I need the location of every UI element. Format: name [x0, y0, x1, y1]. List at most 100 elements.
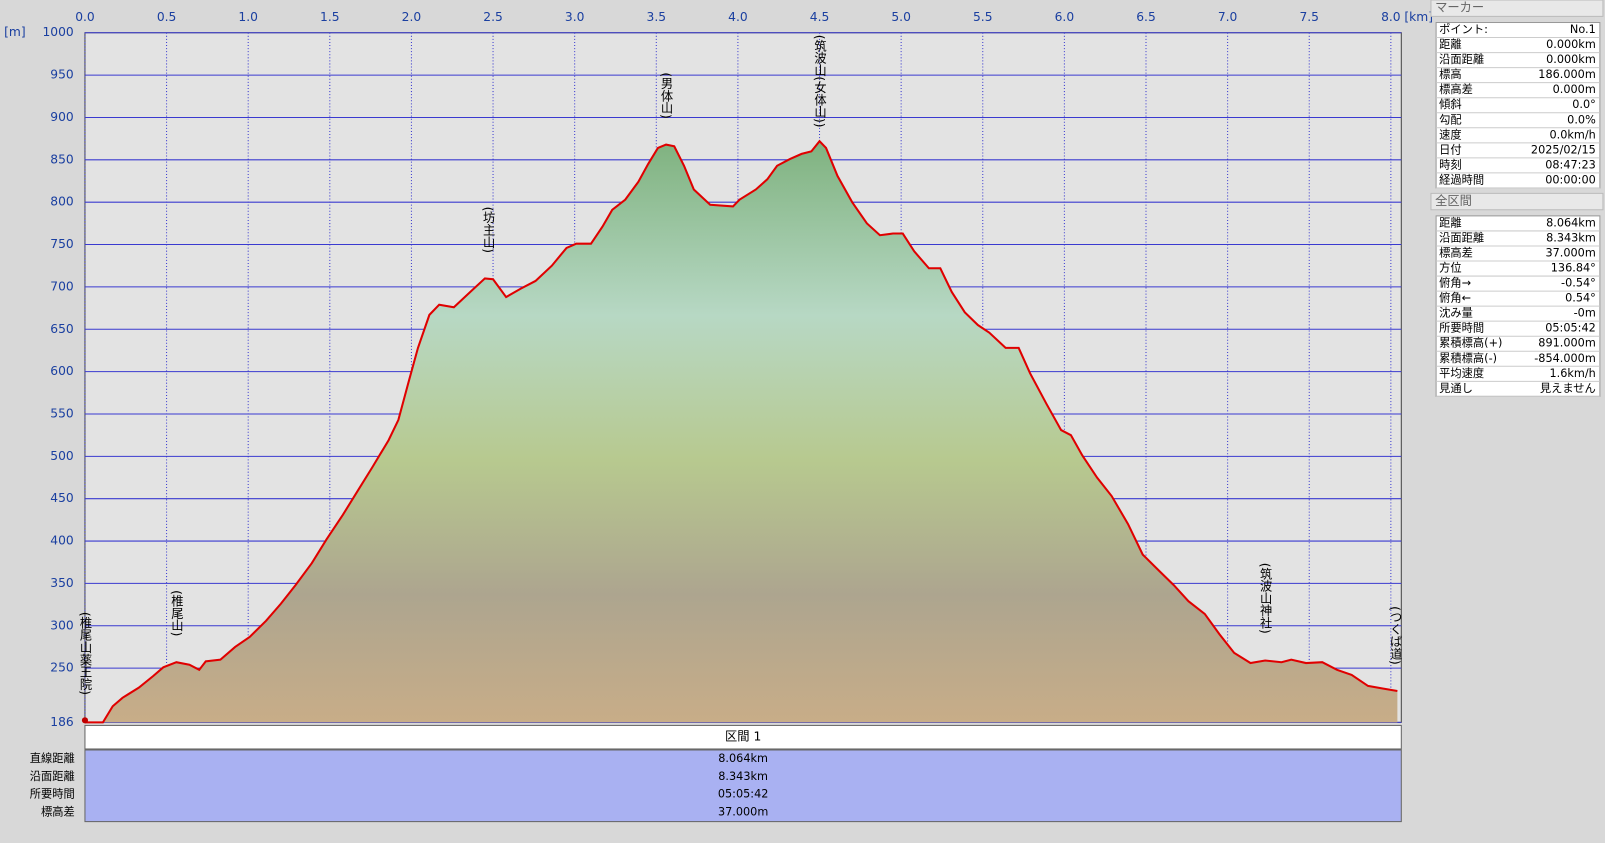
- y-tick-label: 750: [50, 237, 73, 251]
- row-value: 8.343km: [1546, 231, 1596, 244]
- row-key: 速度: [1439, 127, 1462, 141]
- x-tick-label: 5.5: [973, 10, 993, 24]
- y-axis-unit: [m]: [4, 25, 26, 39]
- row-value: 0.0%: [1567, 113, 1596, 126]
- x-tick-label: 0.5: [157, 10, 177, 24]
- waypoint-label: (坊主山): [481, 207, 495, 253]
- y-tick-label: 800: [50, 195, 73, 209]
- waypoint-label: (男体山): [659, 72, 673, 118]
- y-tick-label: 400: [50, 534, 73, 548]
- row-value: 05:05:42: [1545, 322, 1596, 335]
- x-tick-label: 7.5: [1299, 10, 1319, 24]
- x-tick-label: 8.0: [1381, 10, 1401, 24]
- row-value: 891.000m: [1538, 337, 1595, 350]
- y-tick-label: 600: [50, 364, 73, 378]
- x-tick-label: 2.5: [483, 10, 503, 24]
- row-value: 0.0°: [1572, 98, 1596, 111]
- panel-header: [1430, 192, 1604, 211]
- row-key: 見通し: [1439, 382, 1473, 395]
- row-value: -854.000m: [1534, 352, 1596, 365]
- row-value: 37.000m: [1545, 246, 1595, 259]
- row-value: 1.6km/h: [1549, 367, 1595, 380]
- row-value: 0.000m: [1553, 83, 1596, 96]
- section-row-label: 沿面距離: [30, 769, 75, 783]
- x-tick-label: 5.0: [891, 10, 911, 24]
- row-key: 標高差: [1439, 245, 1473, 259]
- row-key: 所要時間: [1439, 322, 1484, 335]
- row-key: 標高: [1439, 67, 1462, 81]
- y-tick-label: 350: [50, 576, 73, 590]
- row-key: 距離: [1439, 215, 1462, 229]
- row-key: 時刻: [1439, 157, 1462, 171]
- waypoint-label: (椎尾山薬王院): [78, 612, 92, 695]
- row-value: 0.000km: [1546, 53, 1596, 66]
- section-row-label: 直線距離: [30, 751, 75, 765]
- row-value: 186.000m: [1538, 68, 1595, 81]
- waypoint-label: (つくば道): [1388, 606, 1402, 665]
- x-tick-label: 6.0: [1055, 10, 1075, 24]
- y-tick-label: 186: [50, 715, 74, 729]
- row-value: 0.0km/h: [1549, 128, 1595, 141]
- x-tick-label: 1.0: [238, 10, 258, 24]
- row-key: 距離: [1439, 37, 1462, 51]
- row-key: 勾配: [1439, 113, 1462, 126]
- row-key: 沿面距離: [1439, 52, 1484, 66]
- row-key: 累積標高(+): [1439, 336, 1502, 350]
- row-key: 平均速度: [1439, 366, 1484, 380]
- row-value: No.1: [1570, 23, 1596, 36]
- row-value: -0.54°: [1561, 277, 1596, 290]
- row-value: 00:00:00: [1545, 173, 1596, 186]
- y-tick-label: 1000: [42, 25, 73, 39]
- panel-title: 全区間: [1435, 193, 1472, 208]
- row-value: 0.000km: [1546, 38, 1596, 51]
- row-value: 2025/02/15: [1531, 143, 1596, 156]
- row-key: 俯角→: [1439, 276, 1471, 290]
- row-key: 俯角←: [1439, 291, 1471, 305]
- elevation-area: [84, 141, 1398, 723]
- waypoint-label: (筑波山(女体山)): [813, 35, 827, 128]
- waypoint-label: (筑波山神社): [1258, 563, 1272, 634]
- panel-table: [1435, 21, 1601, 189]
- y-tick-label: 900: [50, 110, 73, 124]
- panel-title: マーカー: [1435, 1, 1484, 15]
- section-body: [84, 749, 1402, 823]
- y-tick-label: 850: [50, 152, 73, 166]
- section-row-value: 05:05:42: [718, 788, 769, 801]
- x-axis-unit: [km]: [1404, 10, 1433, 24]
- row-value: 08:47:23: [1545, 158, 1596, 171]
- section-header: [84, 724, 1402, 750]
- row-value: -0m: [1574, 307, 1596, 320]
- y-tick-label: 650: [50, 322, 73, 336]
- x-tick-label: 4.5: [810, 10, 830, 24]
- row-key: 標高差: [1439, 82, 1473, 96]
- row-value: 0.54°: [1565, 292, 1596, 305]
- waypoint-label: (椎尾山): [169, 590, 183, 636]
- row-key: 傾斜: [1439, 97, 1462, 111]
- y-tick-label: 550: [50, 406, 73, 420]
- y-tick-label: 250: [50, 661, 73, 675]
- row-key: 沿面距離: [1439, 230, 1484, 244]
- x-tick-label: 3.0: [565, 10, 585, 24]
- row-value: 8.064km: [1546, 216, 1596, 229]
- elevation-line: [84, 139, 1398, 724]
- row-key: 経過時間: [1439, 173, 1484, 186]
- section-row-value: 37.000m: [718, 806, 768, 819]
- row-key: ポイント:: [1439, 23, 1488, 36]
- row-value: 136.84°: [1551, 262, 1596, 275]
- row-key: 累積標高(-): [1439, 351, 1497, 365]
- y-tick-label: 500: [50, 449, 73, 463]
- x-tick-label: 0.0: [75, 10, 95, 24]
- row-key: 沈み量: [1439, 306, 1473, 320]
- section-row-value: 8.064km: [718, 752, 768, 765]
- x-tick-label: 3.5: [647, 10, 667, 24]
- row-key: 日付: [1439, 143, 1462, 156]
- position-marker: [81, 717, 89, 724]
- section-title: 区間 1: [725, 730, 761, 744]
- x-tick-label: 2.0: [402, 10, 422, 24]
- row-key: 方位: [1439, 261, 1462, 275]
- x-tick-label: 1.5: [320, 10, 340, 24]
- y-tick-label: 450: [50, 491, 73, 505]
- section-row-value: 8.343km: [718, 770, 768, 783]
